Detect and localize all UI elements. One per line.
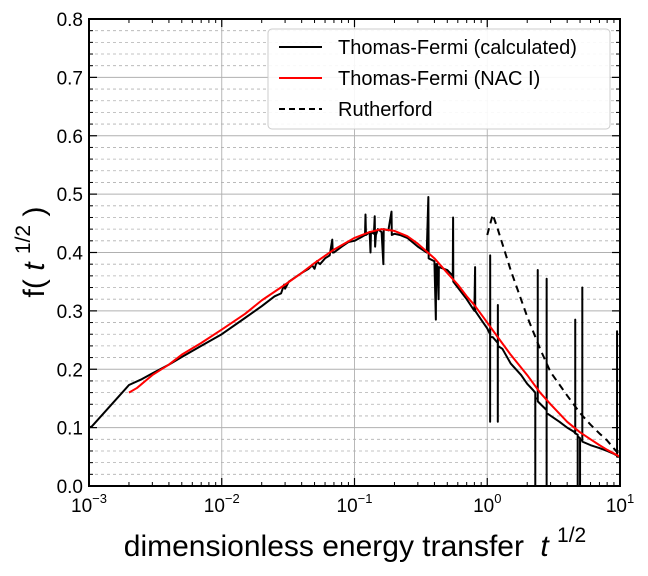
y-tick-label: 0.6: [57, 127, 83, 148]
y-tick-label: 0.4: [57, 244, 84, 265]
series-calculated-line: [89, 196, 620, 486]
plot-series: [89, 196, 620, 486]
x-tick-label: 10−2: [204, 491, 240, 517]
legend-label-nac: Thomas-Fermi (NAC I): [338, 68, 540, 90]
y-tick-label: 0.8: [57, 10, 83, 31]
axis-ticks: [88, 18, 621, 487]
x-tick-label: 10−3: [71, 491, 107, 517]
tick-labels: 0.0 0.1 0.2 0.3 0.4 0.5 0.6 0.7 0.8 10−3 10−2 10−1 1…: [57, 10, 635, 517]
legend-frame: [267, 28, 611, 130]
x-tick-label: 101: [606, 491, 634, 517]
legend: Thomas-Fermi (calculated) Thomas-Fermi (…: [267, 28, 611, 130]
x-axis-label: dimensionless energy transfer t 1/2: [124, 524, 586, 563]
y-tick-label: 0.7: [57, 68, 83, 89]
y-tick-label: 0.1: [57, 419, 83, 440]
y-tick-label: 0.3: [57, 302, 83, 323]
y-tick-label: 0.5: [57, 185, 83, 206]
y-axis-label-text: f(: [18, 279, 51, 297]
x-axis-label-text: dimensionless energy transfer: [124, 530, 524, 563]
y-axis-label-superscript: 1/2: [12, 225, 35, 254]
y-axis-label-close: ): [18, 207, 51, 217]
legend-label-calculated: Thomas-Fermi (calculated): [338, 37, 577, 59]
x-tick-label: 100: [473, 491, 501, 517]
legend-label-rutherford: Rutherford: [338, 99, 433, 121]
y-axis-label: f( t 1/2 ): [4, 207, 51, 298]
x-axis-label-symbol: t: [540, 530, 550, 563]
series-nac-line: [128, 228, 620, 458]
y-tick-label: 0.0: [57, 477, 83, 498]
y-tick-label: 0.2: [57, 360, 83, 381]
y-axis-label-symbol: t: [18, 261, 51, 271]
series-rutherford-line: [486, 213, 620, 457]
x-tick-label: 10−1: [337, 491, 373, 517]
x-axis-label-superscript: 1/2: [557, 524, 586, 547]
